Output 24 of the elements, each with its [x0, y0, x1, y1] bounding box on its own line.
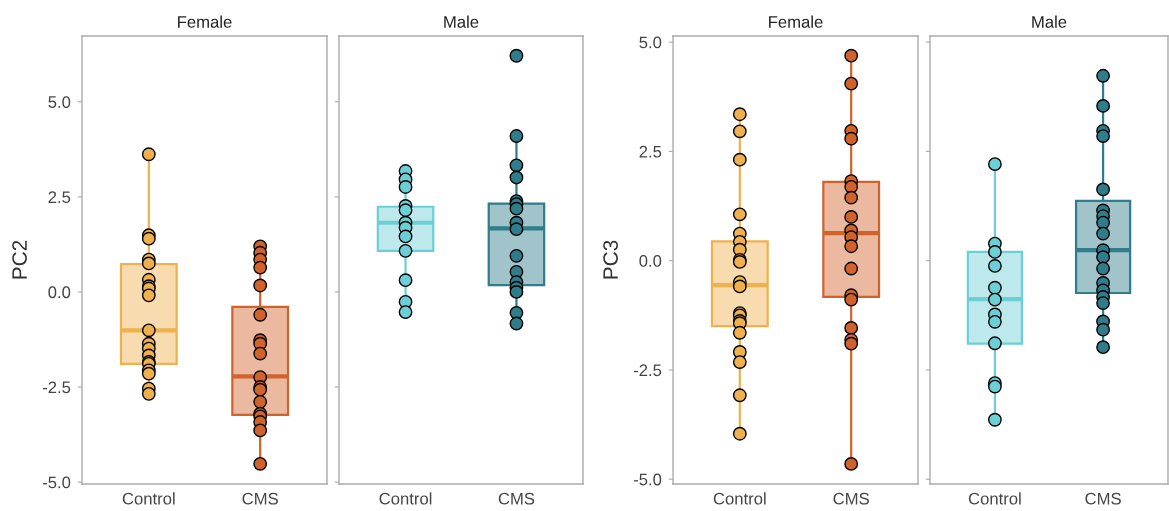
chart-title: Female — [769, 15, 823, 28]
x-tick-label: Control — [968, 492, 1021, 505]
y-tick-label: 0.0 — [639, 255, 662, 267]
y-axis-title: PC3 — [603, 240, 618, 279]
y-tick-label: -5.0 — [633, 473, 662, 486]
chart-title: Male — [444, 15, 479, 28]
x-tick-label: CMS — [833, 492, 869, 505]
y-tick-label: 5.0 — [639, 36, 662, 49]
x-tick-label: Control — [122, 492, 175, 505]
y-tick-label: -2.5 — [42, 381, 71, 394]
x-tick-label: Control — [379, 492, 432, 505]
y-tick-label: 0.0 — [48, 286, 71, 299]
y-tick-label: 2.5 — [639, 145, 662, 158]
x-tick-label: CMS — [242, 492, 278, 505]
x-tick-label: CMS — [498, 492, 535, 505]
chart-title: Male — [1032, 15, 1067, 28]
chart-title: Female — [178, 15, 232, 28]
y-tick-label: 2.5 — [48, 191, 71, 204]
y-tick-label: 5.0 — [48, 96, 71, 108]
y-axis-title: PC2 — [12, 240, 27, 279]
y-tick-label: -5.0 — [42, 476, 71, 489]
x-tick-label: Control — [713, 492, 766, 505]
x-tick-label: CMS — [1085, 492, 1121, 505]
y-tick-label: -2.5 — [633, 364, 662, 377]
